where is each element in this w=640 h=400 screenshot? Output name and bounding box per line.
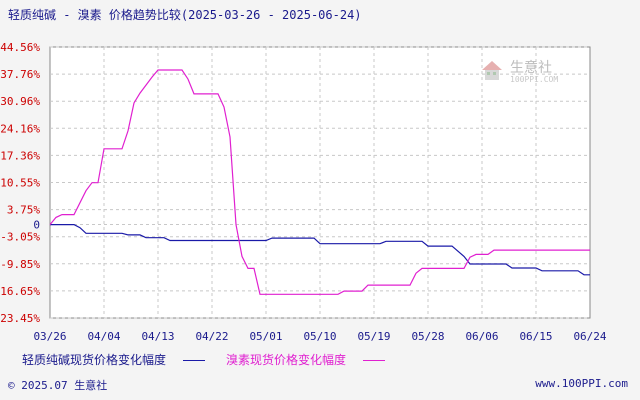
y-tick-label: 30.96%: [0, 95, 40, 108]
series-line-2: [49, 69, 590, 295]
y-tick-label: 24.16%: [0, 122, 40, 135]
x-tick-label: 05/01: [249, 330, 282, 343]
series-line-1: [50, 224, 590, 276]
y-tick-label: -16.65%: [0, 285, 40, 298]
x-tick-label: 06/06: [465, 330, 498, 343]
grid-lines: [50, 46, 590, 319]
x-tick-label: 06/24: [573, 330, 606, 343]
y-tick-label: -23.45%: [0, 312, 40, 325]
legend-series-2: 溴素现货价格变化幅度: [226, 351, 386, 368]
x-tick-label: 06/15: [519, 330, 552, 343]
legend-swatch-series-1: [183, 360, 206, 361]
legend-series-1: 轻质纯碱现货价格变化幅度: [22, 351, 206, 368]
chart-title: 轻质纯碱 - 溴素 价格趋势比较(2025-03-26 - 2025-06-24…: [8, 8, 362, 22]
y-axis-ticks: 44.56% 37.76% 30.96% 24.16% 17.36% 10.55% 3.75…: [0, 41, 40, 325]
watermark-logo: 生意社 100PPI.COM: [482, 59, 558, 84]
x-tick-label: 05/19: [357, 330, 390, 343]
y-tick-label: 10.55%: [0, 177, 40, 190]
legend-label-series-2: 溴素现货价格变化幅度: [226, 353, 347, 367]
footer-site: www.100PPI.com: [535, 377, 628, 390]
y-tick-label: -3.05%: [0, 231, 40, 244]
y-tick-label: 3.75%: [7, 204, 40, 217]
x-tick-label: 04/22: [195, 330, 228, 343]
y-tick-label: 37.76%: [0, 68, 40, 81]
footer-copyright: © 2025.07 生意社: [8, 379, 108, 392]
legend-label-series-1: 轻质纯碱现货价格变化幅度: [22, 353, 167, 367]
x-axis-ticks: 03/26 04/04 04/13 04/22 05/01 05/10 05/19 05/28…: [33, 330, 606, 343]
y-tick-label: -9.85%: [0, 258, 40, 271]
y-tick-label: 17.36%: [0, 149, 40, 162]
x-tick-label: 04/13: [141, 330, 174, 343]
y-tick-label: 44.56%: [0, 41, 40, 54]
x-tick-label: 05/10: [303, 330, 336, 343]
watermark-brand: 生意社: [510, 59, 552, 76]
watermark-site: 100PPI.COM: [510, 75, 558, 84]
x-tick-label: 04/04: [87, 330, 120, 343]
y-tick-label: 0: [33, 219, 40, 232]
legend-swatch-series-2: [363, 360, 386, 361]
x-tick-label: 05/28: [411, 330, 444, 343]
x-tick-label: 03/26: [33, 330, 66, 343]
series-lines: [49, 69, 590, 295]
